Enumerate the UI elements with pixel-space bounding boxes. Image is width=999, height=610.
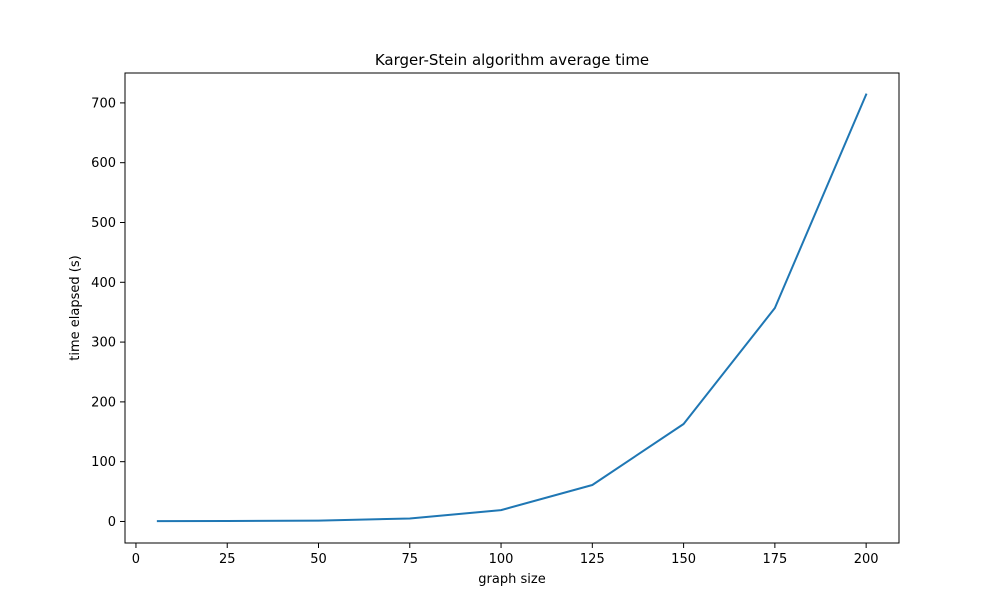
y-tick-label: 300 — [91, 336, 116, 351]
y-tick-label: 400 — [91, 276, 116, 291]
chart-title: Karger-Stein algorithm average time — [375, 51, 649, 69]
y-tick-label: 0 — [108, 515, 116, 530]
x-axis: 0 25 50 75 100 125 150 175 200 — [132, 543, 879, 567]
x-tick-label: 75 — [402, 552, 419, 567]
plot-area — [156, 93, 868, 523]
x-tick-label: 150 — [671, 552, 696, 567]
series-line — [156, 93, 868, 523]
axes-frame — [124, 72, 900, 544]
y-axis-label: time elapsed (s) — [68, 255, 83, 360]
y-tick-label: 700 — [91, 96, 116, 111]
y-tick-label: 100 — [91, 455, 116, 470]
x-tick-label: 25 — [219, 552, 236, 567]
x-tick-label: 175 — [762, 552, 787, 567]
x-tick-label: 0 — [132, 552, 140, 567]
x-tick-label: 50 — [310, 552, 327, 567]
x-tick-label: 200 — [854, 552, 879, 567]
y-axis: 0 100 200 300 400 500 600 700 — [91, 96, 125, 530]
y-tick-label: 200 — [91, 395, 116, 410]
y-tick-label: 500 — [91, 216, 116, 231]
x-axis-label: graph size — [478, 572, 545, 587]
y-tick-label: 600 — [91, 156, 116, 171]
x-tick-label: 100 — [489, 552, 514, 567]
x-tick-label: 125 — [580, 552, 605, 567]
